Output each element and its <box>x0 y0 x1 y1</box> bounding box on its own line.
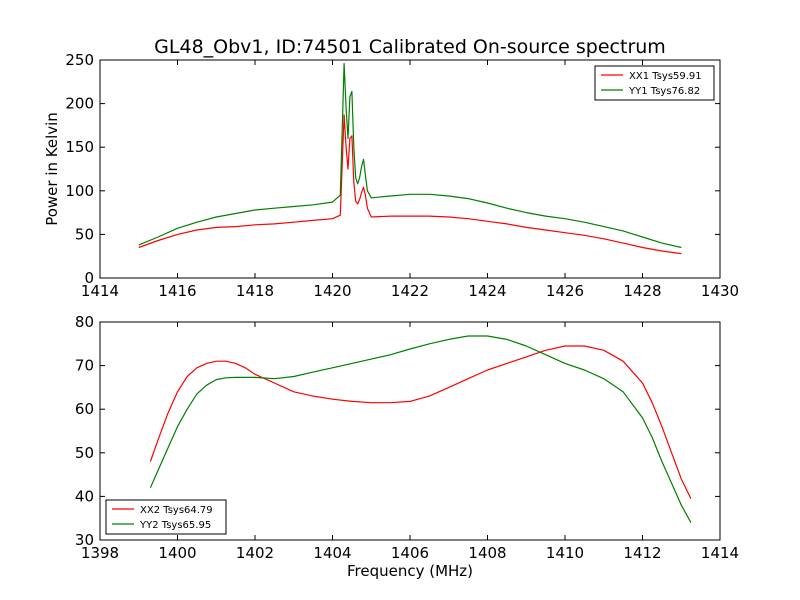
top-y-axis-label: Power in Kelvin <box>43 112 61 226</box>
y-tick-label: 30 <box>75 531 94 549</box>
x-tick-label: 1402 <box>236 544 274 562</box>
y-tick-label: 150 <box>65 138 94 156</box>
x-tick-label: 1408 <box>468 544 506 562</box>
x-tick-label: 1416 <box>158 282 196 300</box>
legend-label: YY1 Tsys76.82 <box>628 86 700 97</box>
series-line-xx <box>149 345 692 499</box>
legend-label: XX1 Tsys59.91 <box>629 71 702 82</box>
bottom-legend: XX2 Tsys64.79 YY2 Tsys65.95 <box>105 499 227 535</box>
x-tick-label: 1430 <box>701 282 739 300</box>
y-tick-label: 50 <box>75 444 94 462</box>
y-tick-label: 250 <box>65 51 94 69</box>
y-tick-label: 100 <box>65 182 94 200</box>
x-tick-label: 1400 <box>158 544 196 562</box>
x-tick-label: 1414 <box>701 544 739 562</box>
x-tick-label: 1412 <box>623 544 661 562</box>
y-tick-label: 40 <box>75 487 94 505</box>
x-tick-label: 1410 <box>546 544 584 562</box>
y-tick-label: 0 <box>84 269 94 287</box>
x-tick-label: 1414 <box>81 282 119 300</box>
x-tick-label: 1424 <box>468 282 506 300</box>
top-panel: 1414 1416 1418 1420 1422 1424 1426 1428 1430 0 50 1… <box>43 51 739 300</box>
y-tick-label: 200 <box>65 95 94 113</box>
x-tick-label: 1428 <box>623 282 661 300</box>
x-tick-label: 1398 <box>81 544 119 562</box>
x-tick-label: 1406 <box>391 544 429 562</box>
top-plot-area <box>138 62 682 255</box>
series-line-yy <box>138 62 682 249</box>
bottom-axis-ticks: 1398 1400 1402 1404 1406 1408 1410 1412 1414 30 40… <box>75 313 739 562</box>
y-tick-label: 80 <box>75 313 94 331</box>
y-tick-label: 70 <box>75 357 94 375</box>
x-tick-label: 1426 <box>546 282 584 300</box>
legend-box <box>105 499 227 535</box>
top-legend: XX1 Tsys59.91 YY1 Tsys76.82 <box>594 65 715 101</box>
x-tick-label: 1418 <box>236 282 274 300</box>
legend-label: YY2 Tsys65.95 <box>139 520 211 531</box>
y-tick-label: 60 <box>75 400 94 418</box>
bottom-x-axis-label: Frequency (MHz) <box>347 562 473 580</box>
y-tick-label: 50 <box>75 225 94 243</box>
x-tick-label: 1420 <box>313 282 351 300</box>
bottom-panel: 1398 1400 1402 1404 1406 1408 1410 1412 1414 30 40… <box>75 313 739 580</box>
series-line-yy <box>149 335 692 523</box>
bottom-plot-area <box>149 335 692 523</box>
legend-box <box>594 65 715 101</box>
x-tick-label: 1422 <box>391 282 429 300</box>
figure-title: GL48_Obv1, ID:74501 Calibrated On-source… <box>154 36 666 58</box>
legend-label: XX2 Tsys64.79 <box>140 505 213 516</box>
series-line-xx <box>138 114 682 255</box>
top-axis-ticks: 1414 1416 1418 1420 1422 1424 1426 1428 1430 0 50 1… <box>65 51 739 300</box>
x-tick-label: 1404 <box>313 544 351 562</box>
